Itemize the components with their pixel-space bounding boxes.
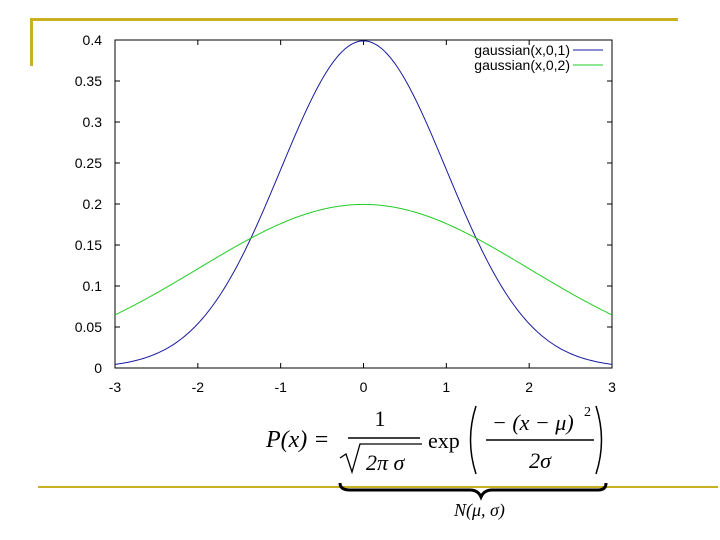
y-tick-label: 0 bbox=[94, 360, 102, 376]
x-tick-label: 3 bbox=[608, 379, 616, 395]
y-tick-label: 0.1 bbox=[83, 278, 103, 294]
formula-exponent: 2 bbox=[584, 405, 591, 420]
y-tick-label: 0.3 bbox=[83, 114, 103, 130]
y-tick-label: 0.25 bbox=[75, 155, 102, 171]
normal-distribution-label: N(μ, σ) bbox=[454, 500, 505, 520]
formula-sqrt-body: 2π σ bbox=[366, 450, 406, 475]
x-tick-label: 2 bbox=[525, 379, 533, 395]
slide-frame-left-bar bbox=[30, 18, 33, 66]
series-line-2 bbox=[114, 203, 613, 316]
paren-left bbox=[469, 405, 477, 475]
legend: gaussian(x,0,1) gaussian(x,0,2) bbox=[474, 42, 603, 73]
underbrace-path bbox=[338, 482, 608, 501]
formula-inner-numerator: − (x − μ) bbox=[492, 410, 574, 435]
legend-label-series-2: gaussian(x,0,2) bbox=[474, 57, 570, 73]
y-axis: 0 0.05 0.1 0.15 0.2 0.25 0.3 0.35 0.4 bbox=[75, 32, 612, 376]
y-tick-label: 0.4 bbox=[83, 32, 103, 48]
formula-numerator: 1 bbox=[375, 406, 386, 431]
x-axis: -3 -2 -1 0 1 2 3 bbox=[109, 40, 616, 395]
x-tick-label: -1 bbox=[274, 379, 287, 395]
paren-right bbox=[595, 405, 603, 475]
legend-label-series-1: gaussian(x,0,1) bbox=[474, 42, 570, 58]
series-line-1 bbox=[114, 40, 613, 365]
x-tick-label: -2 bbox=[192, 379, 205, 395]
y-tick-label: 0.05 bbox=[75, 319, 102, 335]
x-tick-label: -3 bbox=[109, 379, 122, 395]
gaussian-formula: P(x) = 1 2π σ exp − (x − μ) 2 2σ bbox=[265, 405, 603, 475]
formula-exp: exp bbox=[428, 428, 460, 453]
formula-inner-denominator: 2σ bbox=[529, 448, 552, 473]
y-tick-label: 0.35 bbox=[75, 73, 102, 89]
x-tick-label: 0 bbox=[360, 379, 368, 395]
y-tick-label: 0.15 bbox=[75, 237, 102, 253]
slide-frame-top-bar bbox=[30, 18, 678, 21]
series-lines bbox=[114, 40, 613, 365]
slide-frame-bottom-bar bbox=[38, 486, 718, 488]
x-tick-label: 1 bbox=[442, 379, 450, 395]
sqrt-radical bbox=[339, 443, 422, 475]
y-tick-label: 0.2 bbox=[83, 196, 103, 212]
formula-lhs: P(x) = bbox=[265, 427, 330, 453]
